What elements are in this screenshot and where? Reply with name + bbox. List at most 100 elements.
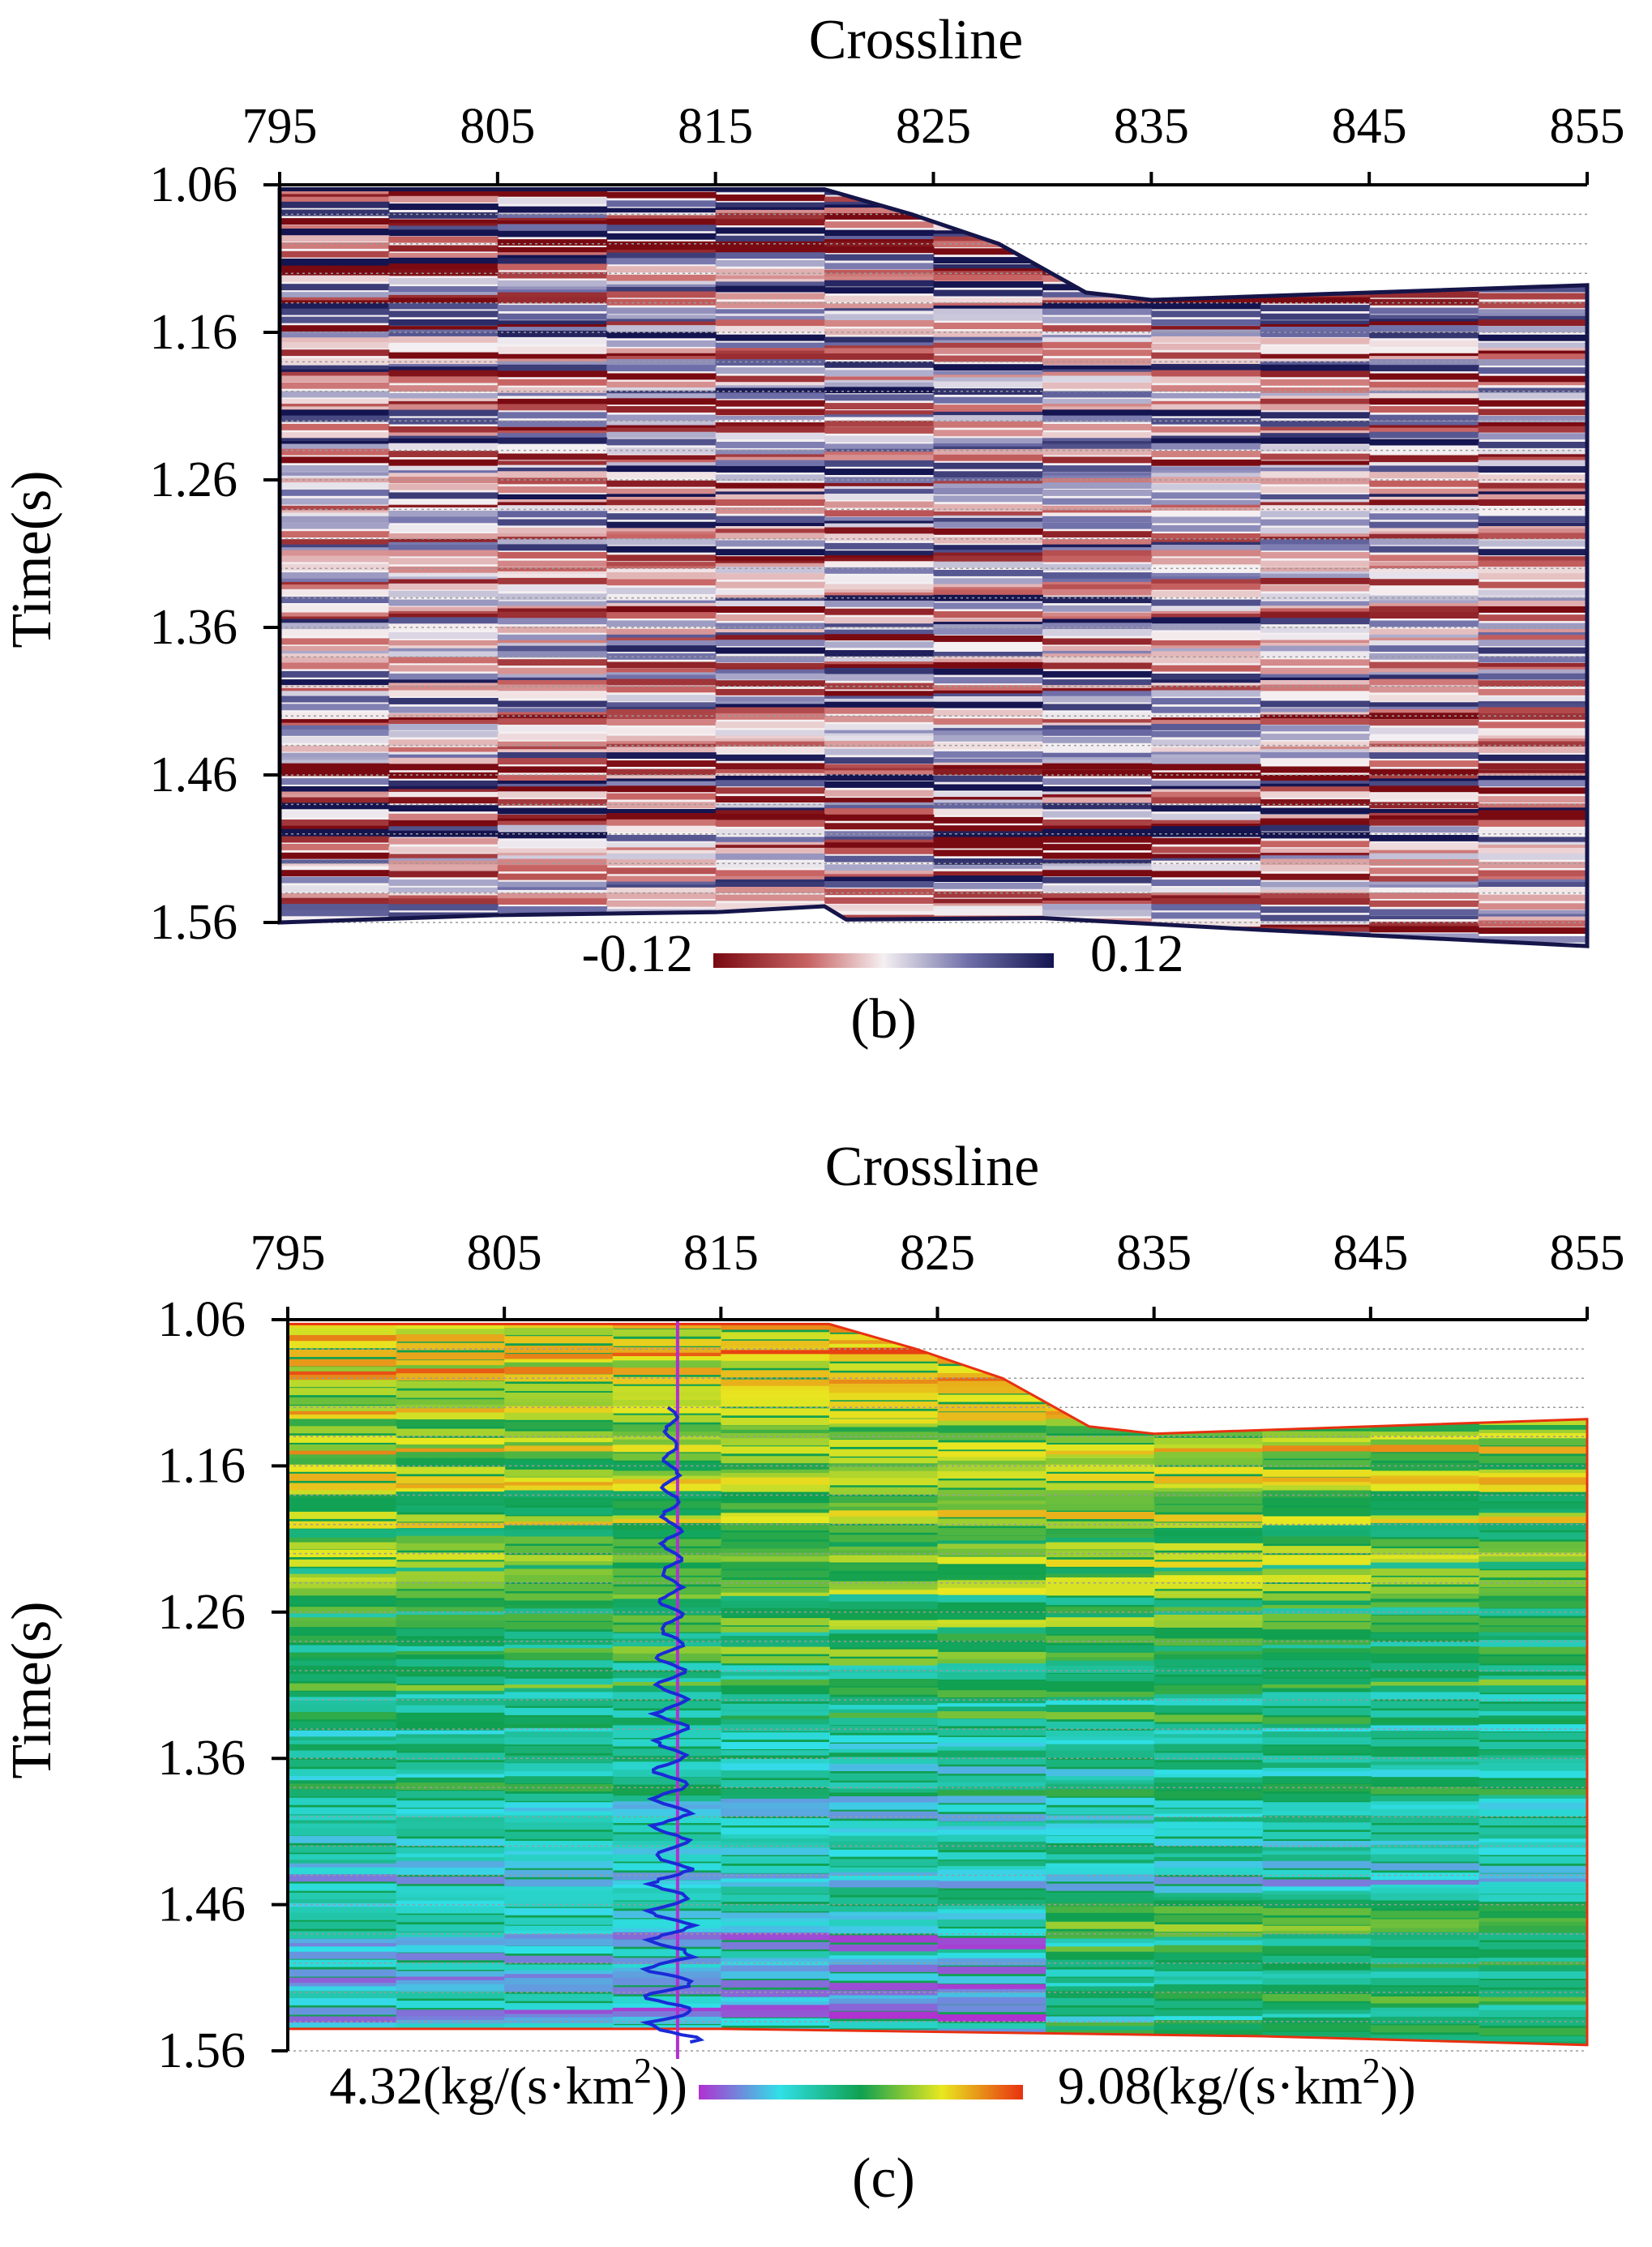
heatmap-cell [1262,1698,1372,1706]
heatmap-cell [1262,1639,1372,1647]
heatmap-cell [388,937,499,944]
heatmap-cell [1370,1324,1480,1329]
heatmap-cell [1042,177,1152,183]
heatmap-cell [288,1899,397,1907]
heatmap-cell [1478,195,1587,201]
heatmap-cell [1478,606,1587,613]
heatmap-cell [1153,1452,1264,1460]
heatmap-cell [715,334,826,341]
heatmap-cell [933,875,1043,882]
heatmap-cell [828,1393,939,1401]
heatmap-cell [1046,1559,1155,1567]
heatmap-cell [1151,640,1261,647]
heatmap-cell [715,449,826,456]
heatmap-cell [1042,399,1153,405]
heatmap-cell [280,231,390,238]
heatmap-cell [1479,1608,1587,1616]
heatmap-cell [1042,482,1153,489]
heatmap-cell [606,208,717,215]
heatmap-cell [721,1732,830,1740]
x-tick-label: 795 [242,99,318,154]
heatmap-cell [504,1584,614,1591]
heatmap-cell [721,1433,830,1440]
heatmap-cell [1478,494,1587,501]
heatmap-cell [1478,803,1587,810]
heatmap-cell [606,612,717,618]
heatmap-cell [715,656,826,663]
heatmap-cell [1153,1457,1264,1466]
heatmap-cell [721,1408,830,1416]
heatmap-cell [1369,332,1479,339]
heatmap-cell [388,706,499,713]
heatmap-cell [606,719,717,725]
heatmap-cell [280,870,390,877]
heatmap-cell [824,303,935,310]
heatmap-cell [933,511,1043,518]
heatmap-cell [1151,599,1261,606]
heatmap-cell [1046,1683,1155,1691]
heatmap-cell [612,1919,722,1927]
heatmap-cell [504,1485,614,1493]
heatmap-cell [1046,1497,1155,1505]
heatmap-cell [396,1444,506,1452]
heatmap-cell [288,1673,397,1681]
heatmap-cell [1153,1483,1264,1492]
heatmap-cell [497,527,608,534]
heatmap-cell [828,1620,939,1628]
heatmap-cell [937,1790,1047,1798]
heatmap-cell [715,944,826,947]
heatmap-cell [1262,1438,1372,1445]
heatmap-cell [828,1828,939,1836]
heatmap-cell [721,1541,830,1549]
heatmap-cell [824,634,935,641]
heatmap-cell [1042,752,1153,760]
heatmap-cell [1478,837,1587,844]
heatmap-cell [280,745,390,752]
heatmap-cell [1046,1921,1155,1929]
heatmap-cell [388,404,499,411]
heatmap-cell [721,1580,830,1587]
heatmap-cell [1369,381,1479,388]
heatmap-cell [828,1951,939,1959]
heatmap-cell [1478,235,1587,242]
heatmap-cell [396,1945,506,1953]
heatmap-cell [1260,544,1371,551]
heatmap-cell [1151,871,1261,878]
heatmap-cell [1262,1984,1372,1992]
heatmap-cell [1042,382,1153,389]
heatmap-cell [828,1649,939,1657]
heatmap-cell [396,1646,506,1654]
heatmap-cell [824,417,935,424]
heatmap-cell [828,1887,939,1895]
heatmap-cell [933,871,1043,878]
heatmap-cell [1260,263,1371,271]
heatmap-cell [396,1329,506,1337]
heatmap-cell [497,820,608,828]
heatmap-cell [288,1327,397,1335]
heatmap-cell [280,802,390,810]
heatmap-cell [504,1639,614,1647]
heatmap-cell [721,1360,830,1368]
heatmap-cell [388,757,499,764]
heatmap-cell [1042,825,1153,832]
heatmap-cell [612,1701,722,1709]
heatmap-cell [1370,1479,1480,1487]
heatmap-cell [1042,572,1153,579]
heatmap-cell [280,657,390,664]
heatmap-cell [1260,626,1371,633]
heatmap-cell [721,2005,830,2013]
heatmap-cell [1153,2020,1264,2027]
heatmap-cell [612,1624,722,1633]
heatmap-cell [1042,331,1153,338]
heatmap-cell [388,516,499,524]
heatmap-cell [280,719,390,725]
heatmap-cell [388,579,499,586]
heatmap-cell [1478,680,1587,687]
heatmap-cell [388,286,499,293]
heatmap-cell [396,2030,506,2038]
heatmap-cell [504,1328,614,1336]
heatmap-cell [1046,1419,1155,1427]
heatmap-cell [288,1959,397,1967]
heatmap-cell [1042,201,1153,208]
heatmap-cell [396,2009,506,2018]
